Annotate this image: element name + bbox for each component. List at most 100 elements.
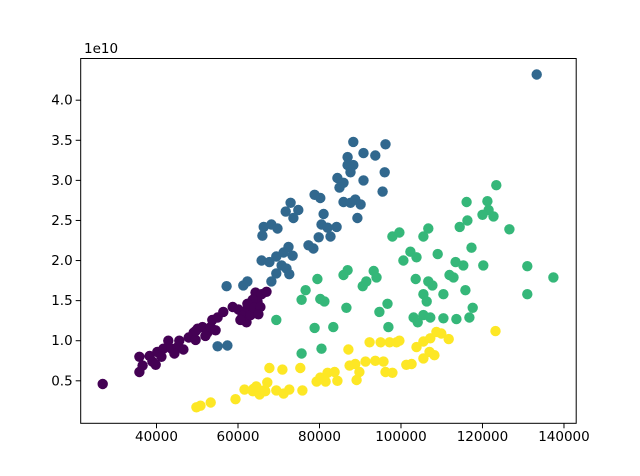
data-point xyxy=(412,317,423,328)
y-axis-tick-label: 1.5 xyxy=(51,293,72,309)
data-point xyxy=(425,312,436,323)
data-point xyxy=(370,150,381,161)
data-point xyxy=(272,223,283,234)
data-points-layer xyxy=(97,69,559,413)
data-point xyxy=(190,325,201,337)
data-point xyxy=(348,136,359,148)
data-point xyxy=(174,335,185,346)
data-point xyxy=(429,350,440,361)
data-point xyxy=(371,272,382,283)
data-point xyxy=(271,314,282,326)
data-point xyxy=(438,313,449,324)
data-point xyxy=(322,222,333,233)
data-point xyxy=(478,260,489,271)
data-point xyxy=(266,276,277,287)
data-point xyxy=(380,139,391,150)
x-axis-tick-label: 100000 xyxy=(375,429,427,445)
data-point xyxy=(370,355,381,366)
axes-layer: 40000 60000 80000 100000 120000 140000 0.5 1.0 1… xyxy=(51,58,590,445)
data-point xyxy=(319,296,330,307)
data-point xyxy=(464,312,475,323)
data-point xyxy=(287,250,298,261)
data-point xyxy=(354,366,365,378)
data-point xyxy=(329,366,340,378)
data-point xyxy=(398,255,409,266)
data-point xyxy=(411,341,422,353)
data-point xyxy=(178,344,189,355)
data-point xyxy=(150,359,161,370)
data-point xyxy=(257,230,268,241)
data-point xyxy=(436,328,447,339)
data-point xyxy=(460,285,471,296)
data-point xyxy=(280,206,291,217)
data-point xyxy=(205,397,216,408)
data-point xyxy=(284,269,295,280)
data-point xyxy=(360,356,371,367)
x-axis-tick-label: 80000 xyxy=(298,429,341,445)
data-point xyxy=(190,334,201,346)
data-point xyxy=(341,302,352,313)
data-point xyxy=(418,231,429,242)
data-point xyxy=(382,298,393,309)
data-point xyxy=(210,325,221,336)
data-point xyxy=(134,366,145,378)
data-point xyxy=(331,221,342,233)
data-point xyxy=(169,348,180,359)
data-point xyxy=(387,367,398,378)
data-point xyxy=(462,215,473,226)
data-point xyxy=(394,335,405,346)
data-point xyxy=(315,192,326,204)
data-point xyxy=(218,306,229,318)
data-point xyxy=(230,394,241,405)
data-point xyxy=(221,281,232,292)
data-point xyxy=(378,356,389,367)
data-point xyxy=(309,322,320,334)
data-point xyxy=(423,223,434,234)
data-point xyxy=(332,375,343,386)
data-point xyxy=(253,309,264,320)
data-point xyxy=(352,212,363,224)
data-point xyxy=(284,384,295,395)
data-point xyxy=(256,255,267,266)
data-point xyxy=(355,199,366,210)
data-point xyxy=(522,289,533,300)
x-axis-tick-label: 60000 xyxy=(217,429,260,445)
data-point xyxy=(488,211,499,222)
data-point xyxy=(262,377,273,388)
y-axis-tick-label: 2.5 xyxy=(51,213,72,229)
series-cluster-green xyxy=(271,180,559,359)
data-point xyxy=(443,333,454,345)
data-point xyxy=(295,362,306,374)
data-point xyxy=(277,364,288,375)
y-axis-offset-label: 1e10 xyxy=(84,41,118,57)
data-point xyxy=(451,313,462,325)
data-point xyxy=(448,272,459,283)
data-point xyxy=(264,256,275,268)
data-point xyxy=(158,343,169,354)
y-axis-tick-label: 0.5 xyxy=(51,373,72,389)
data-point xyxy=(522,261,533,272)
data-point xyxy=(195,400,206,411)
data-point xyxy=(296,294,307,305)
data-point xyxy=(288,212,299,224)
data-point xyxy=(358,175,369,186)
data-point xyxy=(264,362,275,374)
data-point xyxy=(296,348,307,359)
axes-frame xyxy=(80,58,577,424)
data-point xyxy=(410,273,421,285)
data-point xyxy=(239,384,250,395)
data-point xyxy=(260,386,271,397)
y-axis-tick-label: 2.0 xyxy=(51,253,72,269)
x-axis-tick-label: 40000 xyxy=(135,429,178,445)
data-point xyxy=(350,358,361,370)
data-point xyxy=(345,167,356,178)
data-point xyxy=(461,196,472,208)
data-point xyxy=(491,180,502,191)
data-point xyxy=(313,232,324,243)
data-point xyxy=(375,337,386,348)
y-axis-tick-label: 3.0 xyxy=(51,173,72,189)
data-point xyxy=(156,351,167,362)
data-point xyxy=(271,268,282,279)
